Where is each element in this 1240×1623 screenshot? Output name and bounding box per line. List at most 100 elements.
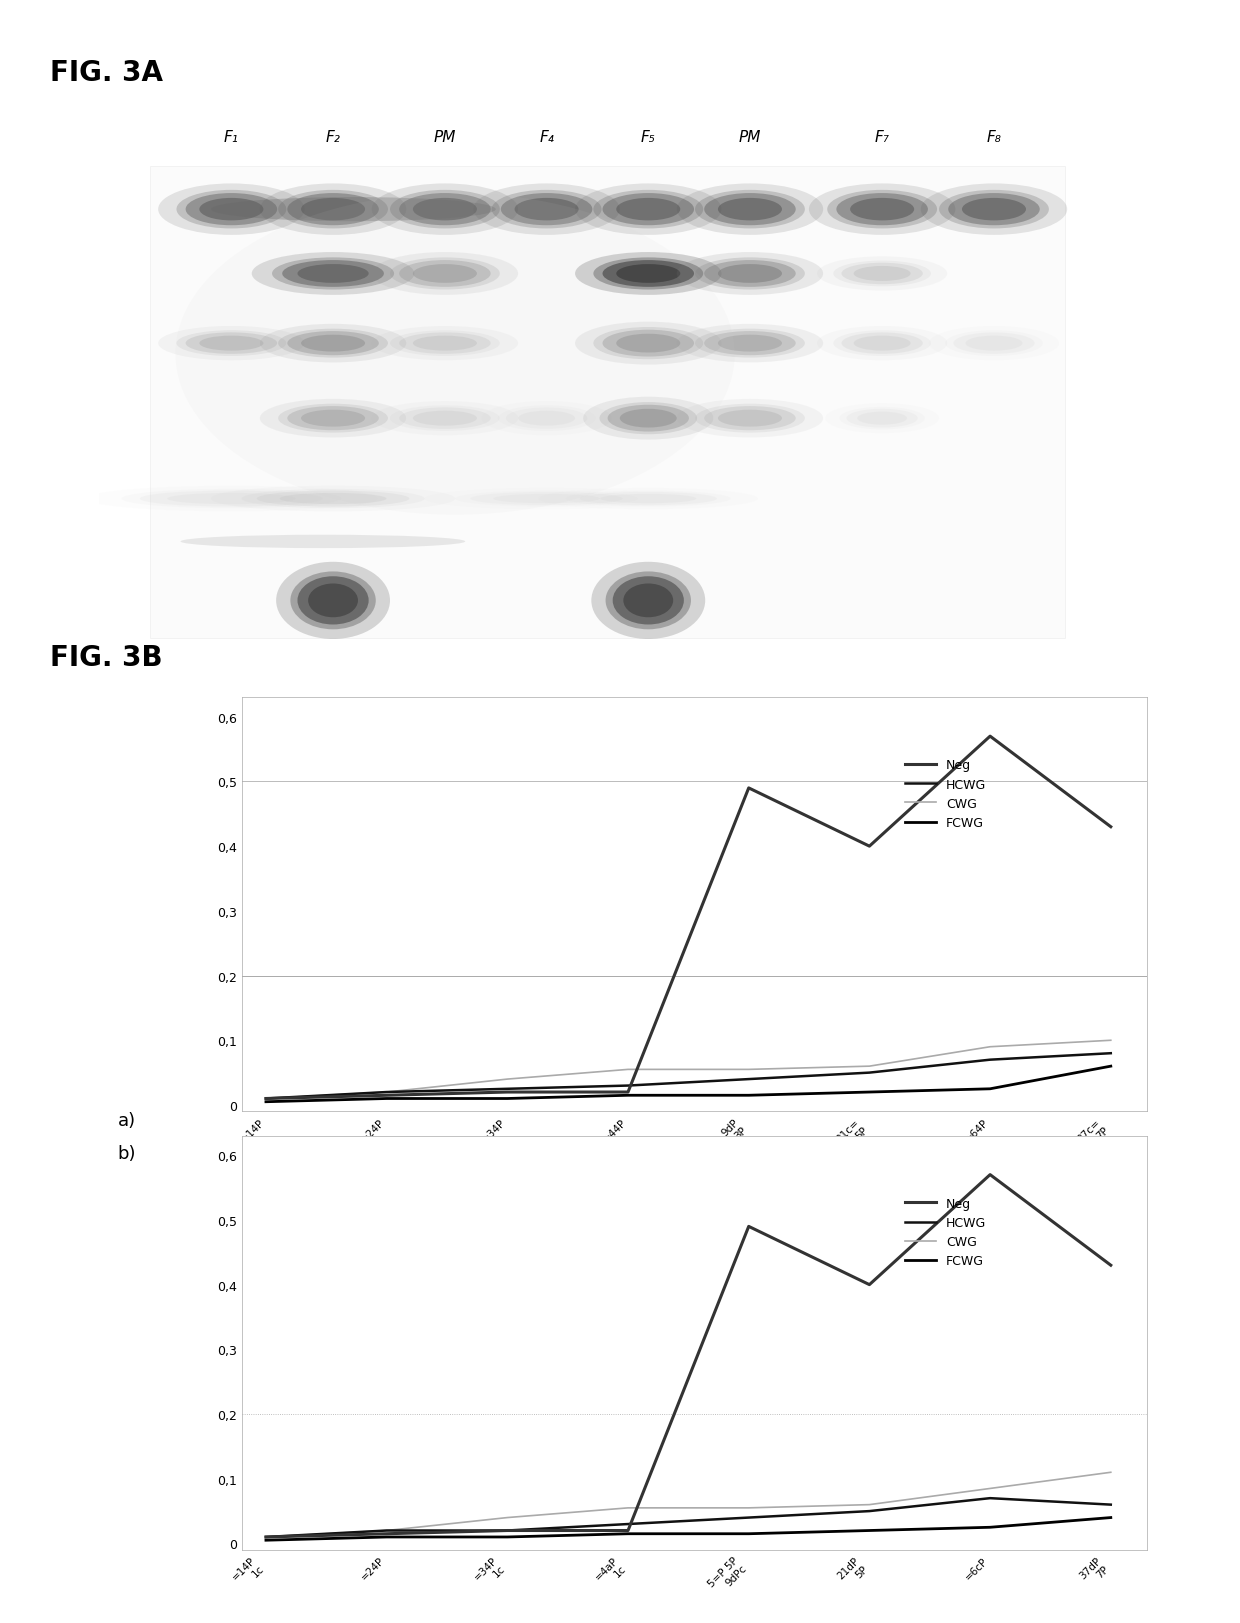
Ellipse shape bbox=[677, 399, 823, 438]
Ellipse shape bbox=[624, 584, 673, 618]
CWG bbox=[1104, 1462, 1118, 1482]
Ellipse shape bbox=[372, 185, 518, 235]
Ellipse shape bbox=[575, 323, 722, 365]
Ellipse shape bbox=[301, 411, 365, 427]
Ellipse shape bbox=[921, 185, 1068, 235]
Ellipse shape bbox=[583, 398, 713, 440]
Ellipse shape bbox=[616, 198, 681, 221]
Ellipse shape bbox=[594, 328, 703, 360]
Ellipse shape bbox=[159, 185, 305, 235]
Ellipse shape bbox=[827, 192, 937, 229]
HCWG bbox=[1104, 1495, 1118, 1514]
Ellipse shape bbox=[391, 406, 500, 432]
Neg bbox=[500, 1521, 515, 1540]
HCWG bbox=[982, 1488, 997, 1508]
Ellipse shape bbox=[825, 404, 939, 433]
Ellipse shape bbox=[176, 331, 286, 357]
FCWG bbox=[500, 1089, 515, 1109]
Ellipse shape bbox=[677, 253, 823, 295]
HCWG bbox=[742, 1508, 756, 1527]
Ellipse shape bbox=[272, 258, 394, 291]
Ellipse shape bbox=[288, 407, 379, 432]
FCWG bbox=[982, 1079, 997, 1099]
FCWG bbox=[742, 1086, 756, 1105]
HCWG bbox=[379, 1083, 394, 1102]
Ellipse shape bbox=[945, 331, 1043, 357]
Line: HCWG: HCWG bbox=[265, 1498, 1111, 1537]
Text: a): a) bbox=[118, 1112, 136, 1130]
Ellipse shape bbox=[966, 336, 1023, 352]
CWG bbox=[982, 1479, 997, 1498]
Neg bbox=[982, 1165, 997, 1185]
Ellipse shape bbox=[594, 258, 703, 291]
CWG bbox=[500, 1508, 515, 1527]
Ellipse shape bbox=[847, 409, 918, 428]
Bar bbox=[150, 167, 1065, 638]
FCWG bbox=[862, 1521, 877, 1540]
Ellipse shape bbox=[278, 329, 388, 359]
Neg bbox=[379, 1086, 394, 1105]
Ellipse shape bbox=[600, 495, 697, 503]
Ellipse shape bbox=[372, 326, 518, 360]
Ellipse shape bbox=[696, 404, 805, 433]
Ellipse shape bbox=[399, 333, 491, 355]
FCWG bbox=[379, 1089, 394, 1109]
Neg bbox=[620, 1083, 635, 1102]
FCWG bbox=[620, 1086, 635, 1105]
Text: F₅: F₅ bbox=[641, 130, 656, 144]
Ellipse shape bbox=[839, 407, 925, 430]
Ellipse shape bbox=[372, 403, 518, 437]
Ellipse shape bbox=[718, 411, 782, 427]
Text: FIG. 3B: FIG. 3B bbox=[50, 643, 162, 672]
Neg bbox=[862, 837, 877, 857]
Ellipse shape bbox=[842, 263, 923, 286]
Ellipse shape bbox=[301, 198, 365, 221]
HCWG bbox=[862, 1501, 877, 1521]
Ellipse shape bbox=[591, 563, 706, 639]
Ellipse shape bbox=[501, 193, 593, 226]
FCWG bbox=[862, 1083, 877, 1102]
FCWG bbox=[258, 1530, 273, 1550]
Legend: Neg, HCWG, CWG, FCWG: Neg, HCWG, CWG, FCWG bbox=[900, 1191, 991, 1272]
CWG bbox=[1104, 1031, 1118, 1050]
Ellipse shape bbox=[211, 198, 496, 222]
Ellipse shape bbox=[704, 407, 796, 432]
Line: CWG: CWG bbox=[265, 1040, 1111, 1099]
Ellipse shape bbox=[833, 261, 931, 287]
Ellipse shape bbox=[260, 399, 407, 438]
Ellipse shape bbox=[159, 326, 305, 360]
Neg bbox=[1104, 818, 1118, 837]
Line: CWG: CWG bbox=[265, 1472, 1111, 1537]
Ellipse shape bbox=[413, 198, 477, 221]
HCWG bbox=[500, 1079, 515, 1099]
Ellipse shape bbox=[599, 403, 697, 435]
Ellipse shape bbox=[181, 536, 465, 549]
Ellipse shape bbox=[372, 253, 518, 295]
CWG bbox=[258, 1089, 273, 1109]
HCWG bbox=[620, 1514, 635, 1534]
Ellipse shape bbox=[167, 493, 295, 505]
HCWG bbox=[742, 1070, 756, 1089]
HCWG bbox=[1104, 1044, 1118, 1063]
Ellipse shape bbox=[298, 265, 368, 284]
Ellipse shape bbox=[257, 492, 409, 508]
Text: FIG. 3A: FIG. 3A bbox=[50, 58, 162, 88]
Ellipse shape bbox=[288, 193, 379, 226]
Ellipse shape bbox=[455, 492, 639, 508]
Ellipse shape bbox=[677, 185, 823, 235]
CWG bbox=[862, 1495, 877, 1514]
Ellipse shape bbox=[853, 266, 910, 282]
FCWG bbox=[620, 1524, 635, 1543]
Ellipse shape bbox=[200, 336, 263, 352]
Neg bbox=[862, 1276, 877, 1295]
Ellipse shape bbox=[620, 409, 677, 428]
HCWG bbox=[379, 1521, 394, 1540]
CWG bbox=[258, 1527, 273, 1547]
Ellipse shape bbox=[140, 492, 322, 508]
HCWG bbox=[500, 1521, 515, 1540]
Line: Neg: Neg bbox=[265, 737, 1111, 1099]
Ellipse shape bbox=[260, 185, 407, 235]
Neg bbox=[500, 1083, 515, 1102]
Ellipse shape bbox=[283, 261, 384, 287]
Neg bbox=[742, 1217, 756, 1237]
